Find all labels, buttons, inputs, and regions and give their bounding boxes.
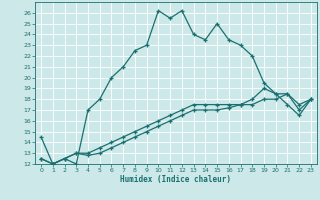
X-axis label: Humidex (Indice chaleur): Humidex (Indice chaleur) (121, 175, 231, 184)
